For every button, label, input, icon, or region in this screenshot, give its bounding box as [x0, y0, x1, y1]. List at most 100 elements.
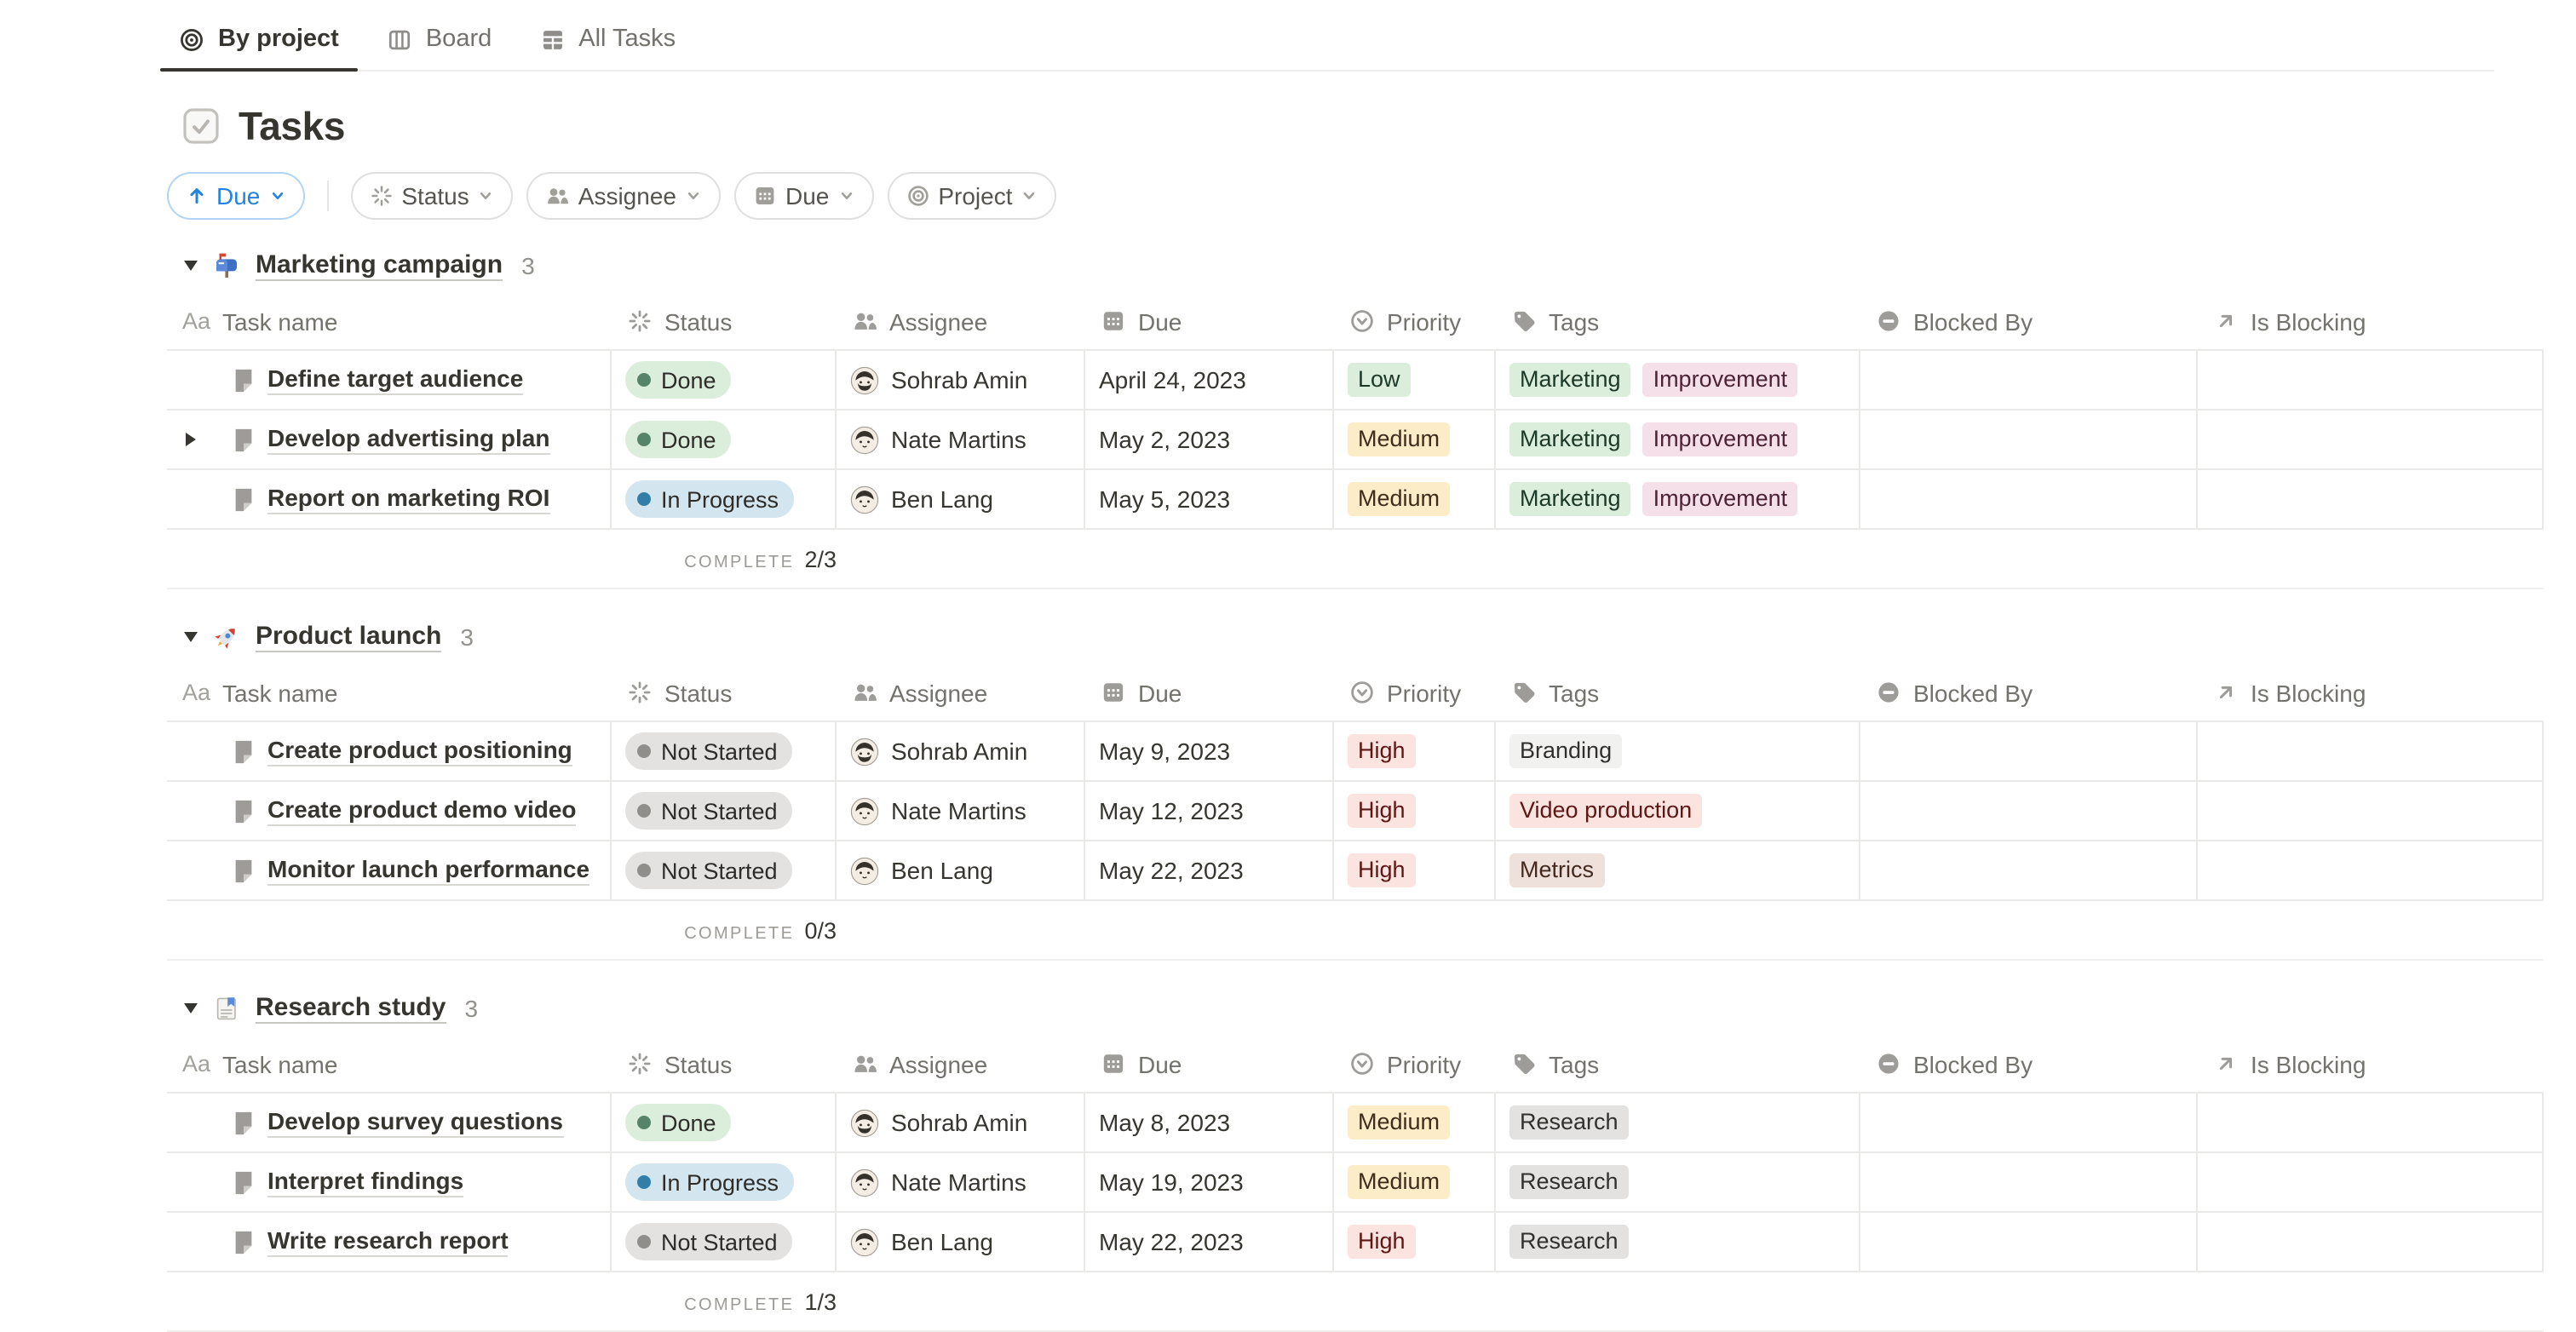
task-title-link[interactable]: Create product demo video — [267, 795, 577, 827]
cell-priority[interactable]: Medium — [1334, 470, 1496, 528]
column-header-priority[interactable]: Priority — [1334, 1036, 1496, 1092]
cell-status[interactable]: In Progress — [612, 1153, 837, 1211]
filter-status-button[interactable]: Status — [350, 171, 514, 219]
cell-due-date[interactable]: May 22, 2023 — [1085, 1213, 1334, 1271]
cell-assignee[interactable]: Ben Lang — [837, 470, 1085, 528]
cell-task-name[interactable]: Develop survey questions — [167, 1094, 612, 1151]
cell-blocked-by[interactable] — [1860, 1213, 2198, 1271]
column-header-task-name[interactable]: Aa Task name — [167, 293, 612, 349]
cell-assignee[interactable]: Ben Lang — [837, 1213, 1085, 1271]
cell-priority[interactable]: High — [1334, 841, 1496, 899]
cell-blocked-by[interactable] — [1860, 470, 2198, 528]
cell-task-name[interactable]: Define target audience — [167, 351, 612, 409]
group-title[interactable]: Product launch — [256, 622, 442, 652]
cell-task-name[interactable]: Develop advertising plan — [167, 411, 612, 468]
cell-tags[interactable]: Metrics — [1496, 841, 1860, 899]
sort-due-button[interactable]: Due — [167, 171, 305, 219]
cell-status[interactable]: Not Started — [612, 722, 837, 780]
cell-task-name[interactable]: Report on marketing ROI — [167, 470, 612, 528]
collapse-toggle-icon[interactable] — [184, 261, 198, 271]
cell-blocked-by[interactable] — [1860, 841, 2198, 899]
cell-status[interactable]: In Progress — [612, 470, 837, 528]
cell-is-blocking[interactable] — [2198, 722, 2544, 780]
cell-status[interactable]: Done — [612, 351, 837, 409]
cell-blocked-by[interactable] — [1860, 1153, 2198, 1211]
column-header-is-blocking[interactable]: Is Blocking — [2198, 664, 2544, 721]
cell-is-blocking[interactable] — [2198, 782, 2544, 840]
cell-task-name[interactable]: Interpret findings — [167, 1153, 612, 1211]
cell-assignee[interactable]: Ben Lang — [837, 841, 1085, 899]
column-header-assignee[interactable]: Assignee — [837, 293, 1085, 349]
task-title-link[interactable]: Write research report — [267, 1226, 509, 1258]
cell-priority[interactable]: High — [1334, 1213, 1496, 1271]
cell-tags[interactable]: Video production — [1496, 782, 1860, 840]
cell-is-blocking[interactable] — [2198, 1213, 2544, 1271]
cell-tags[interactable]: Marketing Improvement — [1496, 351, 1860, 409]
cell-due-date[interactable]: May 8, 2023 — [1085, 1094, 1334, 1151]
column-header-status[interactable]: Status — [612, 293, 837, 349]
cell-task-name[interactable]: Create product positioning — [167, 722, 612, 780]
group-title[interactable]: Research study — [256, 993, 446, 1024]
tab-board[interactable]: Board — [368, 9, 510, 70]
cell-is-blocking[interactable] — [2198, 470, 2544, 528]
group-title[interactable]: Marketing campaign — [256, 250, 503, 281]
column-header-assignee[interactable]: Assignee — [837, 1036, 1085, 1092]
cell-tags[interactable]: Research — [1496, 1094, 1860, 1151]
column-header-priority[interactable]: Priority — [1334, 664, 1496, 721]
tab-all-tasks[interactable]: All Tasks — [520, 9, 694, 70]
filter-due-button[interactable]: Due — [733, 171, 874, 219]
column-header-due[interactable]: Due — [1085, 293, 1334, 349]
cell-tags[interactable]: Marketing Improvement — [1496, 411, 1860, 468]
cell-tags[interactable]: Marketing Improvement — [1496, 470, 1860, 528]
cell-blocked-by[interactable] — [1860, 722, 2198, 780]
cell-due-date[interactable]: May 5, 2023 — [1085, 470, 1334, 528]
cell-status[interactable]: Done — [612, 411, 837, 468]
task-title-link[interactable]: Define target audience — [267, 365, 524, 396]
column-header-blocked-by[interactable]: Blocked By — [1860, 293, 2198, 349]
cell-blocked-by[interactable] — [1860, 411, 2198, 468]
cell-tags[interactable]: Branding — [1496, 722, 1860, 780]
cell-due-date[interactable]: May 9, 2023 — [1085, 722, 1334, 780]
collapse-toggle-icon[interactable] — [184, 1003, 198, 1013]
task-title-link[interactable]: Report on marketing ROI — [267, 484, 550, 515]
cell-is-blocking[interactable] — [2198, 1094, 2544, 1151]
cell-priority[interactable]: Low — [1334, 351, 1496, 409]
cell-tags[interactable]: Research — [1496, 1153, 1860, 1211]
cell-priority[interactable]: Medium — [1334, 1094, 1496, 1151]
cell-task-name[interactable]: Monitor launch performance — [167, 841, 612, 899]
cell-is-blocking[interactable] — [2198, 841, 2544, 899]
cell-is-blocking[interactable] — [2198, 411, 2544, 468]
cell-task-name[interactable]: Create product demo video — [167, 782, 612, 840]
column-header-status[interactable]: Status — [612, 664, 837, 721]
cell-assignee[interactable]: Nate Martins — [837, 1153, 1085, 1211]
cell-blocked-by[interactable] — [1860, 351, 2198, 409]
cell-assignee[interactable]: Sohrab Amin — [837, 351, 1085, 409]
cell-status[interactable]: Not Started — [612, 841, 837, 899]
cell-priority[interactable]: Medium — [1334, 411, 1496, 468]
cell-priority[interactable]: High — [1334, 782, 1496, 840]
task-title-link[interactable]: Monitor launch performance — [267, 855, 590, 887]
cell-is-blocking[interactable] — [2198, 351, 2544, 409]
filter-project-button[interactable]: Project — [887, 171, 1057, 219]
column-header-is-blocking[interactable]: Is Blocking — [2198, 293, 2544, 349]
cell-priority[interactable]: High — [1334, 722, 1496, 780]
column-header-priority[interactable]: Priority — [1334, 293, 1496, 349]
column-header-is-blocking[interactable]: Is Blocking — [2198, 1036, 2544, 1092]
column-header-due[interactable]: Due — [1085, 664, 1334, 721]
collapse-toggle-icon[interactable] — [184, 632, 198, 642]
column-header-tags[interactable]: Tags — [1496, 664, 1860, 721]
cell-due-date[interactable]: April 24, 2023 — [1085, 351, 1334, 409]
cell-due-date[interactable]: May 19, 2023 — [1085, 1153, 1334, 1211]
cell-is-blocking[interactable] — [2198, 1153, 2544, 1211]
task-title-link[interactable]: Develop survey questions — [267, 1107, 564, 1139]
task-title-link[interactable]: Interpret findings — [267, 1167, 464, 1198]
column-header-blocked-by[interactable]: Is BlockingBlocked By — [1860, 1036, 2198, 1092]
column-header-due[interactable]: Due — [1085, 1036, 1334, 1092]
task-title-link[interactable]: Develop advertising plan — [267, 424, 550, 456]
expand-subitems-icon[interactable] — [186, 433, 196, 446]
column-header-task-name[interactable]: Aa Task name — [167, 664, 612, 721]
column-header-blocked-by[interactable]: Blocked By — [1860, 664, 2198, 721]
cell-status[interactable]: Done — [612, 1094, 837, 1151]
cell-assignee[interactable]: Sohrab Amin — [837, 1094, 1085, 1151]
filter-assignee-button[interactable]: Assignee — [526, 171, 721, 219]
